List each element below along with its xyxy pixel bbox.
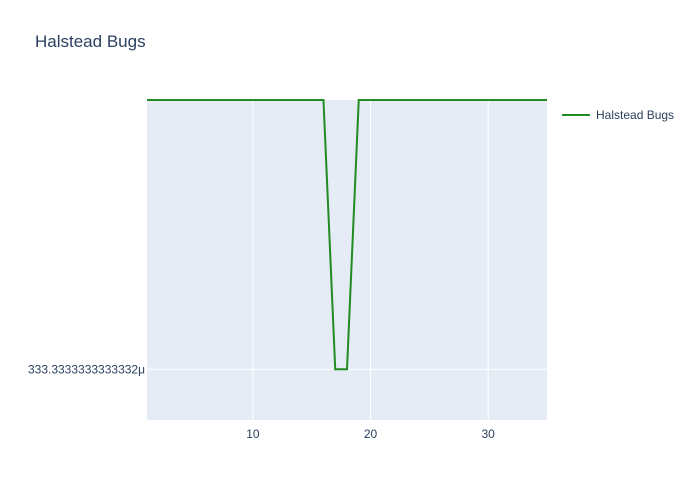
x-axis-ticks: 10 20 30 [246,427,495,441]
y-tick-label: 333.3333333333332μ [28,362,145,376]
legend[interactable]: Halstead Bugs [562,108,674,122]
series-layer [147,99,547,371]
chart-title: Halstead Bugs [35,32,146,51]
x-tick-label: 10 [246,427,260,441]
y-axis-ticks: 333.3333333333332μ [28,362,145,376]
plot-area [147,100,547,420]
series-line-0 [147,99,547,371]
x-tick-label: 20 [364,427,378,441]
x-tick-label: 30 [481,427,495,441]
legend-label-halstead-bugs: Halstead Bugs [596,108,674,122]
